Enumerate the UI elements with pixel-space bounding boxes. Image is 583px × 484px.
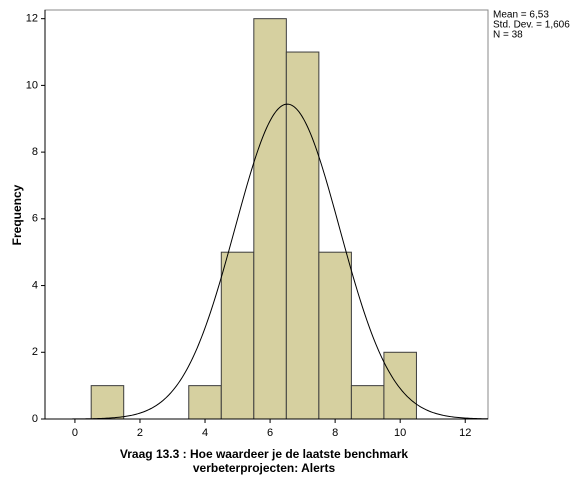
y-tick-label: 8	[32, 146, 38, 158]
x-tick-label: 2	[137, 427, 143, 439]
stats-label: Mean = 6,53	[493, 10, 549, 21]
x-tick-label: 10	[394, 427, 406, 439]
x-axis-label: verbeterprojecten: Alerts	[193, 461, 336, 475]
y-axis-label: Frequency	[10, 184, 24, 245]
normal-curve	[45, 103, 489, 420]
bar	[383, 351, 417, 420]
bar	[285, 51, 320, 420]
y-tick-label: 10	[26, 79, 38, 91]
x-tick-label: 4	[202, 427, 208, 439]
x-tick-label: 6	[267, 427, 273, 439]
y-tick-label: 6	[32, 213, 38, 225]
x-tick-label: 8	[332, 427, 338, 439]
y-tick-label: 2	[32, 346, 38, 358]
bar	[188, 385, 222, 420]
y-tick-label: 0	[32, 413, 38, 425]
y-tick-label: 4	[32, 279, 38, 291]
bar	[220, 251, 255, 420]
stats-label: Std. Dev. = 1,606	[493, 20, 570, 31]
stats-label: N = 38	[493, 30, 523, 41]
x-tick-label: 12	[459, 427, 471, 439]
bar	[253, 18, 287, 420]
bar	[318, 251, 352, 420]
x-tick-label: 0	[72, 427, 78, 439]
x-axis-label: Vraag 13.3 : Hoe waardeer je de laatste …	[120, 447, 408, 461]
bar	[350, 385, 385, 420]
y-tick-label: 12	[26, 13, 38, 25]
bar	[90, 385, 125, 420]
